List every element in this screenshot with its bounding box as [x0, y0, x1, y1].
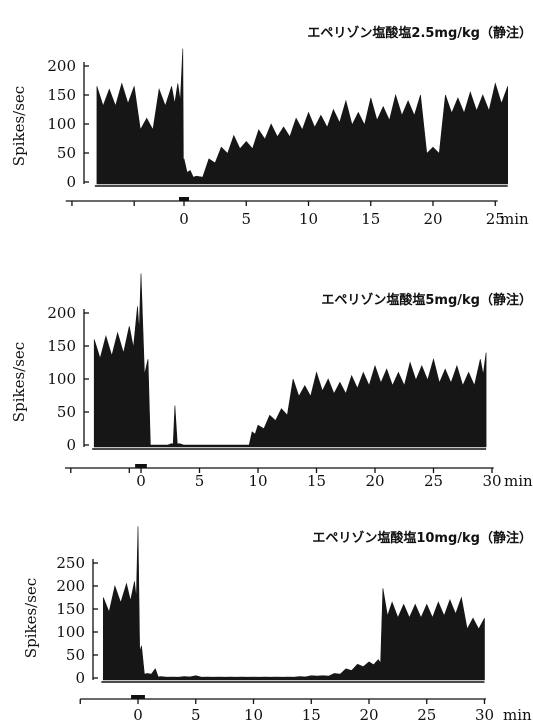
injection-marker: [131, 695, 145, 699]
y-tick-label: 50: [57, 403, 76, 421]
x-axis-unit: min: [500, 210, 529, 228]
x-tick-label: 0: [133, 706, 143, 722]
chart-1-ylabel: Spikes/sec: [10, 86, 28, 166]
series-trace: [103, 526, 485, 681]
y-tick-label: 150: [47, 337, 76, 355]
y-tick-label: 100: [47, 370, 76, 388]
x-tick-label: 30: [475, 706, 494, 722]
y-tick-label: 100: [47, 115, 76, 133]
x-tick-label: 20: [423, 210, 442, 228]
x-tick-label: 0: [136, 472, 146, 490]
x-tick-label: 10: [248, 472, 267, 490]
injection-marker: [135, 464, 147, 468]
x-tick-label: 10: [244, 706, 263, 722]
x-tick-label: 15: [361, 210, 380, 228]
x-tick-label: 15: [307, 472, 326, 490]
chart-2-ylabel: Spikes/sec: [10, 342, 28, 422]
x-tick-label: 5: [191, 706, 201, 722]
x-tick-label: 20: [365, 472, 384, 490]
chart-3-title: エペリゾン塩酸塩10mg/kg（静注）: [312, 530, 532, 546]
x-tick-label: 30: [482, 472, 501, 490]
chart-1-title: エペリゾン塩酸塩2.5mg/kg（静注）: [307, 25, 532, 41]
y-tick-label: 150: [47, 86, 76, 104]
x-tick-label: 0: [179, 210, 189, 228]
x-tick-label: 25: [486, 210, 505, 228]
y-tick-label: 100: [56, 623, 85, 641]
series-trace: [96, 48, 508, 185]
y-tick-label: 0: [75, 669, 85, 687]
y-tick-label: 50: [66, 646, 85, 664]
x-tick-label: 25: [424, 472, 443, 490]
x-axis-unit: min: [504, 472, 533, 490]
chart-2-panel: 0 50 100 150 200 0 5 10 15 20 25 30 min: [47, 273, 533, 490]
x-tick-label: 10: [299, 210, 318, 228]
x-tick-label: 15: [302, 706, 321, 722]
x-axis-unit: min: [503, 706, 532, 722]
y-tick-label: 150: [56, 600, 85, 618]
x-tick-label: 5: [241, 210, 251, 228]
y-tick-label: 0: [66, 173, 76, 191]
y-tick-label: 200: [56, 577, 85, 595]
injection-marker: [179, 197, 189, 201]
series-trace: [93, 273, 487, 448]
chart-2-title: エペリゾン塩酸塩5mg/kg（静注）: [321, 292, 532, 308]
chart-3-panel: 0 50 100 150 200 250 0 5 10 15 20 25 30 min: [56, 526, 532, 722]
y-tick-label: 250: [56, 554, 85, 572]
chart-3-ylabel: Spikes/sec: [22, 578, 40, 658]
y-tick-label: 50: [57, 144, 76, 162]
x-tick-label: 5: [195, 472, 205, 490]
y-tick-label: 200: [47, 57, 76, 75]
y-tick-label: 0: [66, 436, 76, 454]
x-tick-label: 25: [417, 706, 436, 722]
x-tick-label: 20: [359, 706, 378, 722]
y-tick-label: 200: [47, 304, 76, 322]
